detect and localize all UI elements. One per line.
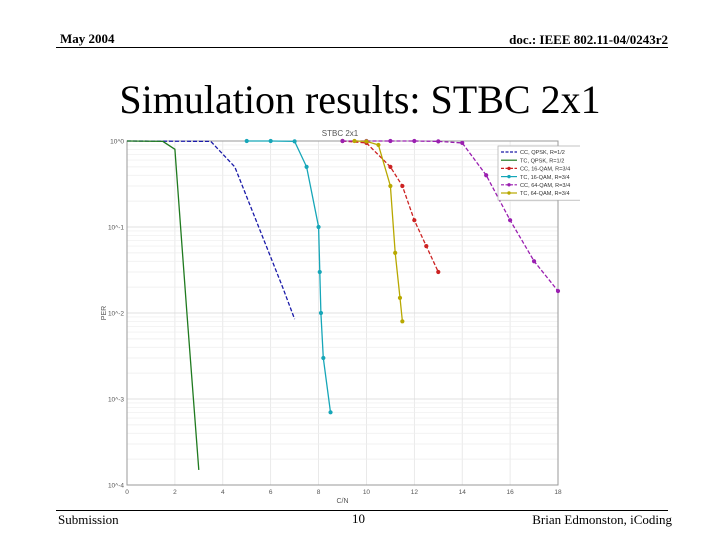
data-point — [317, 269, 322, 275]
series-line — [246, 140, 332, 413]
data-point — [484, 173, 489, 178]
series-line — [342, 140, 439, 273]
data-point — [412, 138, 417, 144]
legend-label: CC, 64-QAM, R=3/4 — [520, 183, 570, 189]
data-point — [400, 183, 405, 189]
series-layer — [126, 138, 561, 470]
data-point — [340, 138, 345, 144]
data-point — [424, 243, 429, 249]
data-point — [304, 164, 309, 169]
data-point — [388, 138, 393, 144]
legend-marker — [507, 166, 511, 171]
y-tick-label: 10^0 — [110, 139, 124, 146]
data-point — [244, 138, 249, 144]
y-tick-label: 10^-2 — [108, 311, 124, 318]
legend-label: CC, 16-QAM, R=3/4 — [520, 167, 570, 173]
legend-label: TC, 16-QAM, R=3/4 — [520, 175, 570, 181]
chart-title: STBC 2x1 — [322, 129, 359, 138]
data-point — [400, 319, 405, 324]
legend-label: TC, QPSK, R=1/2 — [520, 158, 564, 164]
footer-page-number: 10 — [352, 511, 365, 526]
series-6 — [352, 138, 405, 324]
data-point — [388, 164, 393, 169]
legend-box — [497, 145, 580, 201]
data-point — [508, 218, 513, 223]
x-tick-label: 4 — [221, 489, 225, 496]
header-doc-id: doc.: IEEE 802.11-04/0243r2 — [509, 32, 668, 47]
footer-submission: Submission — [58, 512, 119, 527]
data-point — [268, 138, 273, 144]
header-date: May 2004 — [60, 31, 115, 46]
x-tick-label: 16 — [506, 489, 514, 496]
legend-label: CC, QPSK, R=1/2 — [520, 150, 565, 156]
series-line — [342, 140, 559, 292]
data-point — [388, 183, 393, 189]
data-point — [321, 355, 326, 361]
x-axis-label: C/N — [336, 498, 348, 505]
data-point — [316, 224, 321, 230]
series-line — [126, 140, 200, 470]
data-point — [436, 139, 441, 144]
x-tick-label: 18 — [554, 489, 562, 496]
x-tick-label: 14 — [459, 489, 467, 496]
data-point — [328, 410, 333, 415]
data-point — [376, 142, 381, 148]
data-point — [364, 139, 369, 144]
footer-divider — [56, 510, 668, 511]
series-1 — [126, 140, 296, 320]
legend-marker — [507, 183, 511, 187]
x-tick-label: 10 — [363, 489, 371, 496]
legend-label: TC, 64-QAM, R=3/4 — [520, 191, 570, 197]
legend-marker — [507, 174, 511, 179]
data-point — [412, 218, 417, 223]
data-point — [393, 250, 398, 255]
chart-grid — [126, 141, 559, 486]
series-line — [126, 140, 296, 320]
series-2 — [126, 140, 200, 470]
data-point — [460, 140, 465, 146]
x-tick-label: 8 — [317, 489, 321, 496]
header-divider — [56, 47, 668, 48]
y-axis-label: PER — [101, 306, 108, 320]
x-tick-label: 0 — [125, 489, 129, 496]
series-4 — [244, 138, 333, 415]
legend-marker — [507, 191, 511, 195]
x-tick-label: 2 — [173, 489, 177, 496]
axis-ticks: 0 2 4 6 8 10 12 14 16 18 10^0 10^-1 10^-2 10^-3 10^-4 — [108, 139, 562, 497]
footer-author: Brian Edmonston, iCoding — [532, 512, 672, 527]
data-point — [555, 288, 561, 294]
chart-legend: CC, QPSK, R=1/2 TC, QPSK, R=1/2 CC, 16-QAM… — [497, 145, 580, 201]
slide-title: Simulation results: STBC 2x1 — [119, 77, 601, 122]
data-point — [318, 310, 324, 316]
x-tick-label: 12 — [411, 489, 419, 496]
data-point — [531, 259, 537, 264]
y-tick-label: 10^-1 — [108, 225, 124, 232]
data-point — [292, 139, 297, 144]
data-point — [352, 138, 357, 144]
series-3 — [340, 138, 441, 275]
y-tick-label: 10^-4 — [108, 483, 124, 490]
data-point — [397, 295, 403, 300]
y-tick-label: 10^-3 — [108, 397, 124, 404]
x-tick-label: 6 — [269, 489, 273, 496]
ber-chart: STBC 2x1 0 2 4 6 8 10 12 14 16 18 10^0 10^-1 10^-2 10… — [101, 129, 580, 505]
data-point — [436, 269, 441, 275]
